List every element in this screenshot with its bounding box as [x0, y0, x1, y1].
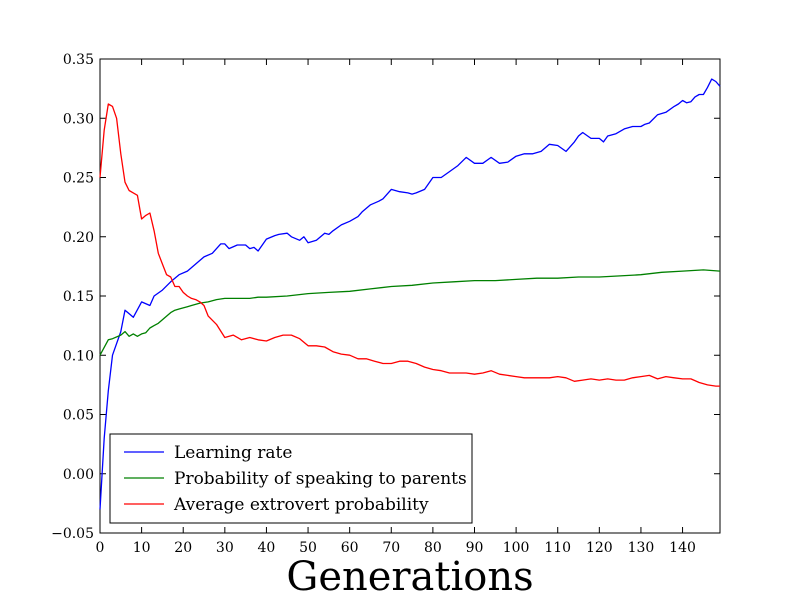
x-tick-label: 80: [424, 540, 442, 556]
x-tick-label: 60: [341, 540, 359, 556]
x-tick-label: 100: [503, 540, 530, 556]
x-tick-label: 70: [382, 540, 400, 556]
x-tick-label: 120: [586, 540, 613, 556]
x-tick-label: 140: [669, 540, 696, 556]
x-axis-label: Generations: [286, 554, 533, 593]
y-tick-label: 0.35: [63, 52, 94, 68]
legend-label-extrovert-probability: Average extrovert probability: [173, 495, 429, 515]
legend-box: [109, 433, 473, 524]
axis-ticks: 0 10 20 30 40 50 60 70 80 90 100 110 120 130 140 −0.05 0…: [51, 52, 720, 556]
x-tick-label: 40: [258, 540, 276, 556]
y-tick-label: 0.20: [63, 230, 94, 246]
x-tick-label: 50: [299, 540, 317, 556]
x-tick-label: 20: [174, 540, 192, 556]
x-tick-label: 0: [96, 540, 105, 556]
x-tick-label: 90: [466, 540, 484, 556]
y-tick-label: 0.05: [63, 408, 94, 424]
series-layer: [99, 78, 721, 510]
legend-label-learning-rate: Learning rate: [174, 443, 292, 463]
legend: Learning rate Probability of speaking to…: [109, 433, 473, 524]
series-line-learning-rate: [99, 78, 721, 510]
y-tick-label: 0.30: [63, 111, 94, 127]
y-tick-label: 0.10: [63, 348, 94, 364]
y-tick-label: −0.05: [51, 526, 94, 542]
y-tick-label: 0.15: [63, 289, 94, 305]
x-tick-label: 30: [216, 540, 234, 556]
series-line-extrovert-probability: [99, 103, 720, 387]
series-line-speaking-to-parents: [99, 269, 721, 356]
x-tick-label: 110: [544, 540, 571, 556]
y-tick-label: 0.00: [63, 467, 94, 483]
legend-label-speaking-to-parents: Probability of speaking to parents: [174, 469, 467, 489]
x-tick-label: 10: [133, 540, 151, 556]
y-tick-label: 0.25: [63, 171, 94, 187]
x-tick-label: 130: [628, 540, 655, 556]
